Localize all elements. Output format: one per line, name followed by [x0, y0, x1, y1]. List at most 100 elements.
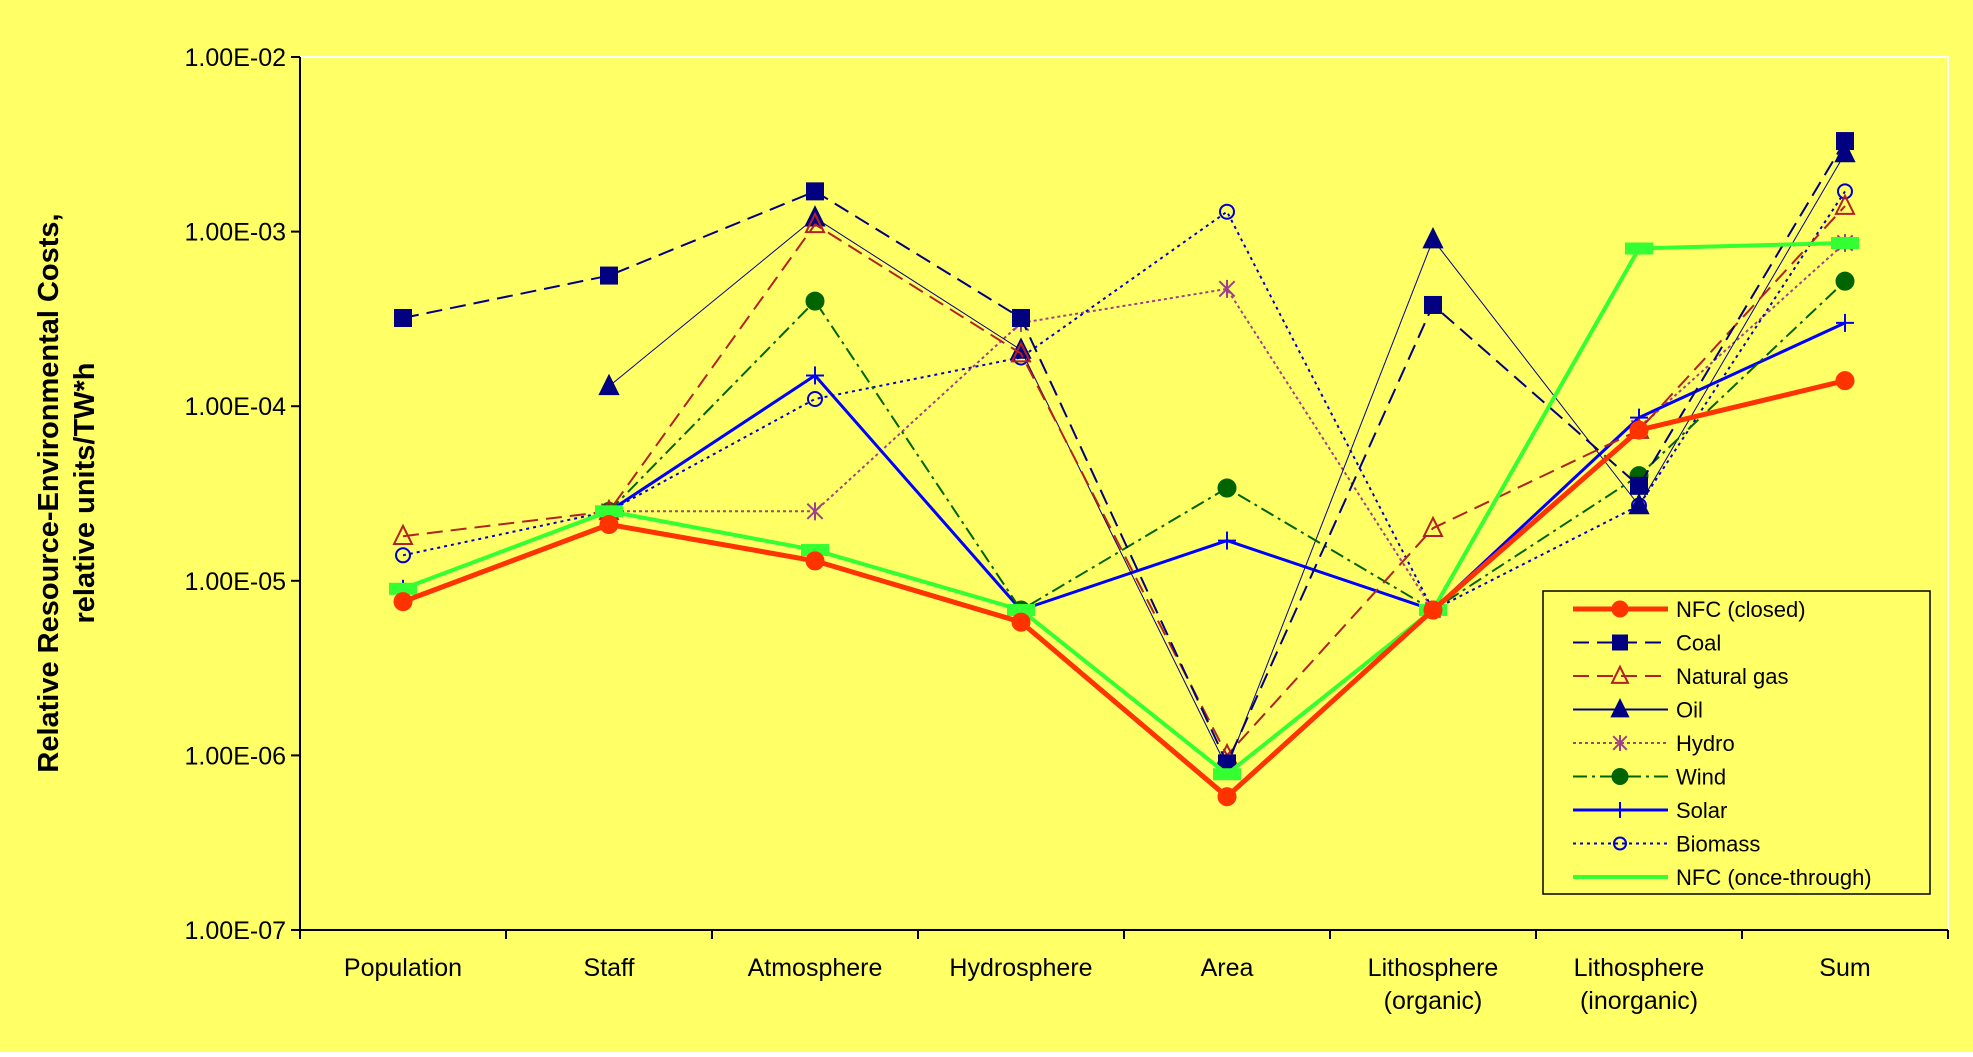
data-point [1835, 371, 1855, 391]
legend-swatch-marker [1610, 698, 1630, 718]
axes: 1.00E-07 1.00E-06 1.00E-05 1.00E-04 1.00E-03… [185, 44, 1949, 1015]
legend-label: Oil [1676, 698, 1703, 723]
data-point [393, 592, 413, 612]
data-point [1011, 612, 1031, 632]
legend-label: Coal [1676, 631, 1721, 656]
data-point [1010, 341, 1032, 363]
data-point [389, 582, 417, 595]
legend: NFC (closed) Coal Natural gas Oil Hydro Wind S… [1542, 590, 1931, 895]
x-tick-label: Population [344, 954, 462, 982]
legend-swatch-marker [1611, 600, 1629, 618]
x-tick-label: Atmosphere [748, 954, 883, 982]
legend-item: Coal [1573, 631, 1721, 656]
data-point [1217, 478, 1237, 498]
series-layer [389, 132, 1859, 807]
legend-label: Wind [1676, 765, 1726, 790]
series-line [402, 205, 1846, 757]
y-tick-label: 1.00E-04 [185, 393, 287, 421]
series-line [402, 321, 1846, 612]
y-tick-label: 1.00E-05 [185, 568, 286, 596]
data-point [806, 502, 824, 521]
data-point [1218, 754, 1236, 773]
data-point [805, 551, 825, 571]
y-tick-label: 1.00E-02 [185, 44, 286, 72]
data-point [598, 373, 620, 396]
legend-item: Biomass [1573, 832, 1760, 857]
legend-label: NFC (once-through) [1676, 865, 1872, 890]
data-point [1625, 242, 1653, 255]
data-point [1012, 309, 1030, 328]
data-point [806, 182, 824, 201]
legend-swatch-marker [1611, 768, 1629, 785]
data-point [1219, 203, 1235, 220]
x-tick-label: Staff [584, 954, 635, 982]
legend-swatch-marker [1612, 802, 1628, 818]
legend-swatch-marker [1612, 735, 1628, 751]
y-axis-label-line1: Relative Resource-Environmental Costs, [33, 213, 65, 772]
y-tick-label: 1.00E-06 [185, 742, 286, 770]
legend-label: Hydro [1676, 731, 1735, 756]
legend-item: Solar [1573, 798, 1727, 823]
series-line [402, 241, 1846, 777]
x-tick-label: Sum [1819, 954, 1870, 982]
data-point [1217, 787, 1237, 807]
data-point [1007, 604, 1035, 617]
legend-item: NFC (once-through) [1573, 865, 1872, 890]
series-line [402, 378, 1846, 800]
data-point [392, 523, 414, 545]
x-tick-label: Area [1201, 954, 1254, 982]
series-coal [394, 132, 1854, 773]
data-point [1837, 183, 1853, 200]
data-point [395, 547, 411, 564]
data-point [805, 291, 825, 311]
legend-item: Wind [1573, 765, 1726, 790]
y-axis-label-line2: relative units/TW*h [69, 362, 101, 623]
y-axis-label: Relative Resource-Environmental Costs, r… [33, 213, 101, 772]
legend-label: Solar [1676, 798, 1727, 823]
data-point [1422, 515, 1444, 538]
data-point [804, 211, 826, 234]
data-point [394, 309, 412, 328]
data-point [595, 505, 623, 518]
data-point [600, 266, 618, 285]
data-point [1836, 313, 1854, 332]
series-line [402, 190, 1846, 611]
legend-item: Natural gas [1573, 664, 1789, 689]
data-point [1213, 768, 1241, 781]
data-point [1218, 531, 1236, 550]
data-point [801, 544, 829, 557]
series-nfc-closed [393, 371, 1855, 807]
data-point [1834, 140, 1856, 163]
data-point [1628, 492, 1650, 515]
legend-swatch-marker [1610, 664, 1630, 684]
data-point [1424, 295, 1442, 314]
data-point [1423, 600, 1443, 620]
x-tick-label: Lithosphere (inorganic) [1574, 954, 1705, 1015]
legend-label: Biomass [1676, 832, 1760, 857]
data-point [807, 390, 823, 407]
legend-swatch-marker [1613, 836, 1627, 851]
legend-item: NFC (closed) [1573, 597, 1806, 622]
legend-label: NFC (closed) [1676, 597, 1806, 622]
legend-swatch-marker [1612, 634, 1628, 651]
legend-label: Natural gas [1676, 664, 1789, 689]
data-point [1630, 476, 1648, 495]
legend-item: Oil [1573, 698, 1703, 723]
x-tick-label: Hydrosphere [949, 954, 1092, 982]
data-point [1422, 226, 1444, 249]
data-point [806, 366, 824, 385]
data-point [1836, 132, 1854, 151]
series-line [402, 140, 1846, 765]
data-point [1831, 237, 1859, 250]
y-tick-label: 1.00E-03 [185, 219, 286, 247]
x-tick-label: Lithosphere (organic) [1368, 954, 1499, 1015]
data-point [1218, 279, 1236, 298]
data-point [1629, 420, 1649, 440]
data-point [599, 515, 619, 535]
y-tick-label: 1.00E-07 [185, 917, 286, 945]
data-point [1834, 193, 1856, 215]
legend-item: Hydro [1573, 731, 1735, 756]
data-point [1835, 271, 1855, 291]
